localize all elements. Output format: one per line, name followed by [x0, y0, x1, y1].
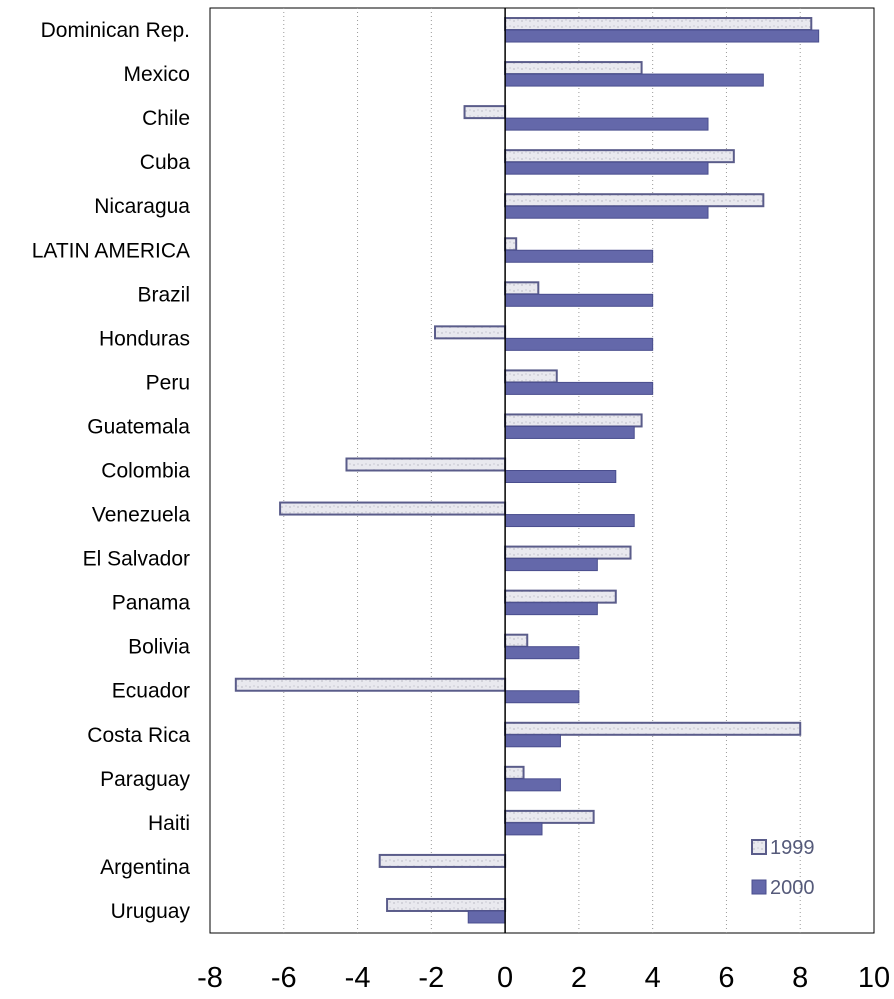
bar-2000 — [504, 337, 654, 351]
legend-label: 1999 — [770, 837, 815, 859]
bar-2000 — [504, 205, 709, 219]
x-tick-label: -8 — [197, 962, 223, 994]
category-label: Honduras — [99, 327, 190, 350]
bar-1999 — [504, 633, 529, 648]
bar-1999 — [504, 17, 813, 32]
category-labels: Dominican Rep. Mexico Chile Cuba Nicaragua LA… — [32, 19, 191, 923]
category-label: Nicaragua — [94, 195, 190, 218]
x-tick-label: -2 — [418, 962, 444, 994]
bar-1999 — [504, 809, 595, 824]
bar-1999 — [234, 677, 507, 692]
bar-1999 — [386, 897, 507, 912]
x-tick-label: 8 — [792, 962, 808, 994]
x-tick-label: -4 — [345, 962, 371, 994]
bar-1999 — [504, 61, 643, 76]
bar-2000 — [504, 778, 561, 792]
category-label: Argentina — [100, 856, 190, 879]
bar-1999 — [504, 589, 617, 604]
bar-2000 — [467, 910, 506, 924]
bar-2000 — [504, 690, 580, 704]
category-label: Mexico — [123, 63, 190, 86]
legend-label: 2000 — [770, 877, 815, 899]
bar-1999 — [504, 765, 525, 780]
bar-1999 — [504, 413, 643, 428]
category-label: Ecuador — [112, 680, 190, 703]
x-tick-label: 4 — [645, 962, 661, 994]
bar-2000 — [504, 822, 543, 836]
bar-2000 — [504, 602, 598, 616]
bar-1999 — [504, 545, 632, 560]
category-label: Costa Rica — [87, 724, 190, 747]
bar-1999 — [504, 369, 558, 384]
bar-2000 — [504, 249, 654, 263]
category-label: Brazil — [137, 283, 190, 306]
bar-2000 — [504, 734, 561, 748]
legend: 1999 2000 — [751, 837, 815, 899]
bar-1999 — [279, 501, 507, 516]
bar-1999 — [504, 281, 540, 296]
bar-2000 — [504, 381, 654, 395]
category-label: Paraguay — [100, 768, 190, 791]
x-tick-labels: -8 -6 -4 -2 0 2 4 6 8 10 — [197, 962, 890, 994]
category-label: Bolivia — [128, 636, 190, 659]
x-tick-label: -6 — [271, 962, 297, 994]
category-label: Panama — [112, 592, 191, 615]
bar-2000 — [504, 558, 598, 572]
category-label: Chile — [142, 107, 190, 130]
category-label: El Salvador — [83, 548, 190, 571]
bar-2000 — [504, 29, 820, 43]
bar-2000 — [504, 293, 654, 307]
bar-2000 — [504, 470, 617, 483]
bar-1999 — [504, 149, 735, 164]
category-label: Venezuela — [92, 504, 190, 527]
bar-1999 — [504, 237, 518, 252]
bar-2000 — [504, 646, 580, 660]
x-tick-label: 10 — [858, 962, 890, 994]
legend-swatch-2000 — [751, 879, 767, 895]
x-tick-label: 6 — [718, 962, 734, 994]
x-tick-label: 2 — [571, 962, 587, 994]
category-label: LATIN AMERICA — [32, 239, 190, 262]
bar-2000 — [504, 73, 764, 87]
bar-1999 — [434, 325, 507, 340]
category-label: Colombia — [101, 460, 190, 483]
bar-2000 — [504, 117, 709, 131]
bar-1999 — [378, 853, 507, 868]
category-label: Uruguay — [111, 900, 191, 923]
bar-1999 — [504, 721, 802, 736]
category-label: Guatemala — [87, 415, 190, 438]
bar-2000 — [504, 514, 635, 528]
legend-swatch-1999 — [751, 839, 767, 855]
category-label: Peru — [146, 371, 190, 394]
category-label: Cuba — [140, 151, 191, 174]
bar-2000 — [504, 425, 635, 439]
bar-2000 — [504, 161, 709, 175]
category-label: Haiti — [148, 812, 190, 835]
bar-1999 — [345, 457, 507, 472]
bar-1999 — [504, 193, 765, 208]
category-label: Dominican Rep. — [41, 19, 190, 42]
bar-1999 — [463, 105, 507, 120]
x-tick-label: 0 — [497, 962, 513, 994]
